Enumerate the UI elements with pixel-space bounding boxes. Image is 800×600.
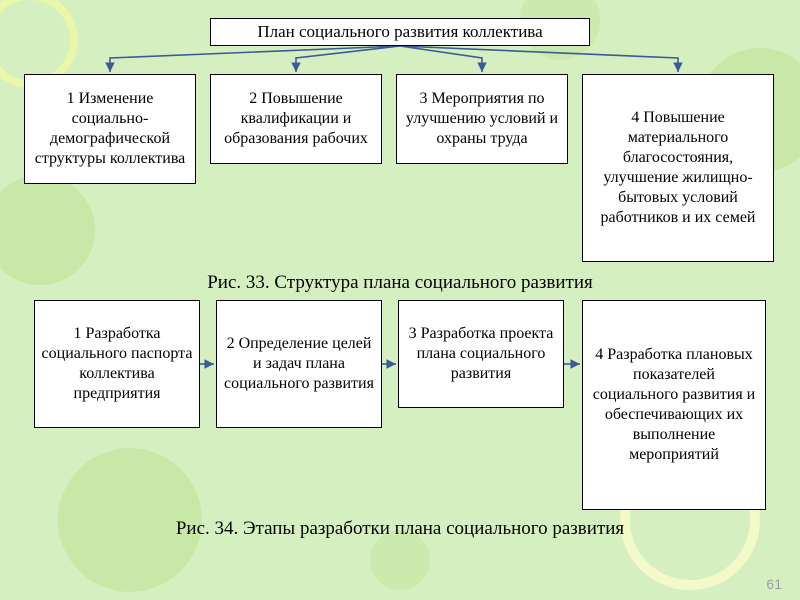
step-text-2: 2 Определение целей и задач плана социал… — [223, 334, 375, 394]
diagram-content: План социального развития коллектива 1 И… — [0, 0, 800, 600]
step-box-2: 2 Определение целей и задач плана социал… — [216, 300, 382, 428]
caption-fig33: Рис. 33. Структура плана социального раз… — [0, 272, 800, 294]
caption-fig33-text: Рис. 33. Структура плана социального раз… — [207, 272, 593, 293]
step-box-4: 4 Разработка плановых показателей социал… — [582, 300, 766, 510]
top-child-text-2: 2 Повышение квалификации и образования р… — [217, 89, 375, 149]
caption-fig34: Рис. 34. Этапы разработки плана социальн… — [120, 518, 680, 540]
top-child-text-3: 3 Мероприятия по улучшению условий и охр… — [403, 89, 561, 149]
root-box: План социального развития коллектива — [210, 18, 590, 46]
top-child-box-1: 1 Изменение социально-демографической ст… — [24, 74, 196, 184]
top-child-text-1: 1 Изменение социально-демографической ст… — [31, 89, 189, 169]
top-child-box-4: 4 Повышение материального благосостояния… — [582, 74, 774, 262]
step-box-1: 1 Разработка социального паспорта коллек… — [34, 300, 200, 428]
top-child-box-3: 3 Мероприятия по улучшению условий и охр… — [396, 74, 568, 164]
step-box-3: 3 Разработка проекта плана социального р… — [398, 300, 564, 408]
top-child-box-2: 2 Повышение квалификации и образования р… — [210, 74, 382, 164]
root-box-text: План социального развития коллектива — [257, 21, 542, 42]
page-number-text: 61 — [766, 576, 782, 592]
step-text-3: 3 Разработка проекта плана социального р… — [405, 324, 557, 384]
top-child-text-4: 4 Повышение материального благосостояния… — [589, 108, 767, 228]
step-text-4: 4 Разработка плановых показателей социал… — [589, 345, 759, 465]
caption-fig34-text: Рис. 34. Этапы разработки плана социальн… — [176, 518, 624, 539]
page-number: 61 — [766, 576, 782, 592]
step-text-1: 1 Разработка социального паспорта коллек… — [41, 324, 193, 404]
